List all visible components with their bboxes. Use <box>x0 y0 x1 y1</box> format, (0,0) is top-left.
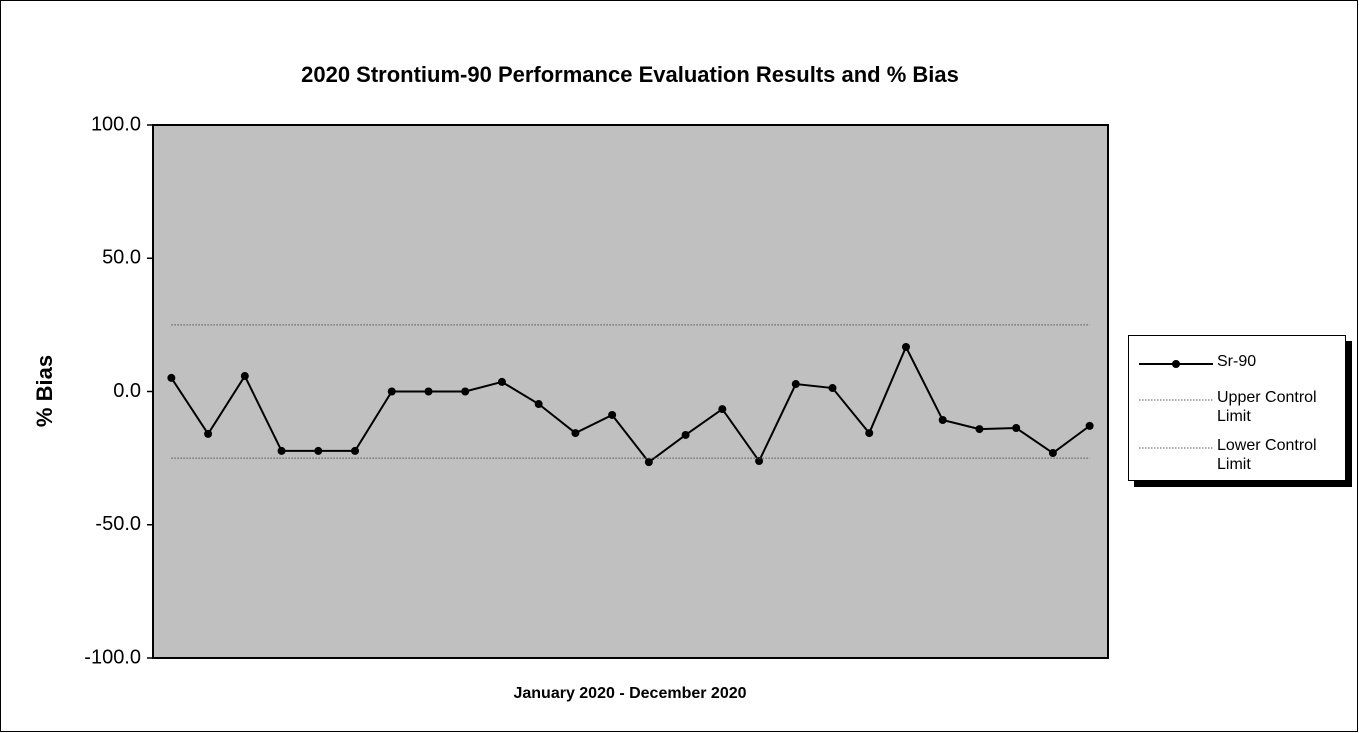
point <box>571 429 580 438</box>
legend-marker <box>1172 360 1180 368</box>
point <box>791 380 800 389</box>
y-tick-label: 0.0 <box>113 380 141 402</box>
point <box>461 387 470 396</box>
legend-swatch <box>1139 447 1213 449</box>
point <box>608 410 617 419</box>
y-axis-label: % Bias <box>32 355 57 427</box>
x-axis-label: January 2020 - December 2020 <box>513 685 746 702</box>
legend-item: Lower Control Limit <box>1139 436 1327 474</box>
point <box>424 387 433 396</box>
y-tick-label: -100.0 <box>84 646 141 668</box>
point <box>1085 421 1094 430</box>
legend-label: Lower Control Limit <box>1217 437 1317 473</box>
point <box>828 384 837 393</box>
legend-label: Sr-90 <box>1217 353 1257 370</box>
point <box>975 425 984 434</box>
y-tick-label: 100.0 <box>91 113 141 135</box>
point <box>755 457 764 466</box>
point <box>387 387 396 396</box>
point <box>938 416 947 425</box>
legend-swatch <box>1139 360 1213 368</box>
point <box>1048 449 1057 458</box>
y-tick-label: -50.0 <box>95 513 141 535</box>
point <box>277 446 286 455</box>
legend-swatch <box>1139 399 1213 401</box>
point <box>1012 424 1021 433</box>
legend: Sr-90 Upper Control Limit Lower Control Li… <box>1128 335 1346 481</box>
point <box>204 429 213 438</box>
point <box>644 458 653 467</box>
point <box>240 372 249 381</box>
chart-title: 2020 Strontium-90 Performance Evaluation… <box>301 62 959 87</box>
series-line <box>170 344 1091 464</box>
point <box>865 429 874 438</box>
point <box>314 446 323 455</box>
point <box>534 400 543 409</box>
point <box>167 373 176 382</box>
point <box>901 342 910 351</box>
legend-item: Sr-90 <box>1139 352 1337 372</box>
legend-item: Upper Control Limit <box>1139 388 1327 426</box>
point <box>718 405 727 414</box>
point <box>351 446 360 455</box>
legend-label: Upper Control Limit <box>1217 389 1317 425</box>
point <box>497 377 506 386</box>
point <box>681 430 690 439</box>
plot-area <box>152 124 1109 659</box>
y-tick-label: 50.0 <box>102 247 141 269</box>
